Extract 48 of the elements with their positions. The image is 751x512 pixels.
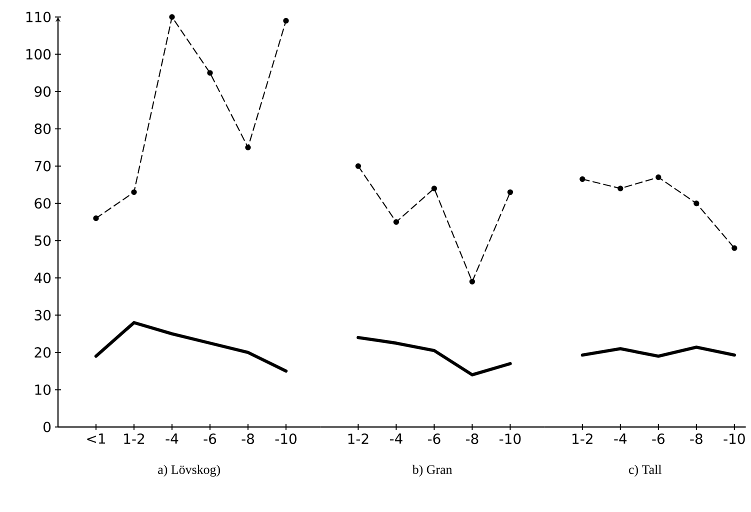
x-tick-label: -6 (428, 434, 440, 444)
point (618, 186, 624, 192)
point (656, 174, 662, 180)
y-tick-label: 70 (34, 160, 51, 172)
y-tick-label: 90 (34, 86, 51, 97)
point (580, 176, 586, 182)
point (732, 245, 738, 251)
y-tick-label: 10 (35, 384, 51, 396)
x-tick-label: -8 (242, 434, 254, 444)
x-tick-label: 1-2 (572, 434, 592, 444)
point (283, 18, 289, 24)
x-axis-title: c) Tall (628, 464, 662, 477)
x-tick-label: -10 (275, 434, 296, 444)
y-tick-label: 30 (34, 310, 51, 320)
x-tick-label: -4 (390, 434, 402, 444)
point (469, 278, 476, 284)
point (93, 215, 99, 222)
x-tick-label: -6 (204, 434, 216, 444)
point (355, 163, 362, 169)
x-tick-label: -10 (724, 434, 745, 444)
y-tick-label: 80 (34, 124, 51, 134)
x-tick-label: 1-2 (348, 434, 368, 444)
x-axis-title: b) Gran (412, 464, 452, 477)
line-series (94, 321, 288, 373)
x-tick-label: -6 (652, 434, 664, 444)
point (131, 189, 137, 196)
y-tick-label: 0 (44, 422, 51, 432)
y-tick-label: 20 (34, 347, 51, 358)
x-tick-label: -4 (614, 434, 627, 444)
y-tick-label: 40 (34, 272, 51, 284)
y-tick-label: 100 (26, 48, 51, 60)
point (694, 200, 700, 206)
point (169, 14, 175, 20)
y-tick-label: 60 (34, 198, 51, 209)
point (207, 70, 213, 76)
point (507, 189, 514, 196)
x-tick-label: -8 (466, 434, 478, 444)
x-tick-label: -10 (500, 434, 521, 444)
x-tick-label: 1-2 (124, 434, 144, 444)
x-axis-title: a) Lövskog) (158, 464, 220, 477)
y-tick-label: 110 (26, 12, 51, 22)
point (431, 186, 438, 192)
y-tick-label: 50 (34, 235, 51, 246)
point (393, 219, 400, 225)
point (245, 144, 251, 150)
x-tick-label: -8 (690, 434, 702, 444)
x-tick-label: -4 (166, 434, 178, 444)
x-tick-label: <1 (87, 434, 105, 444)
